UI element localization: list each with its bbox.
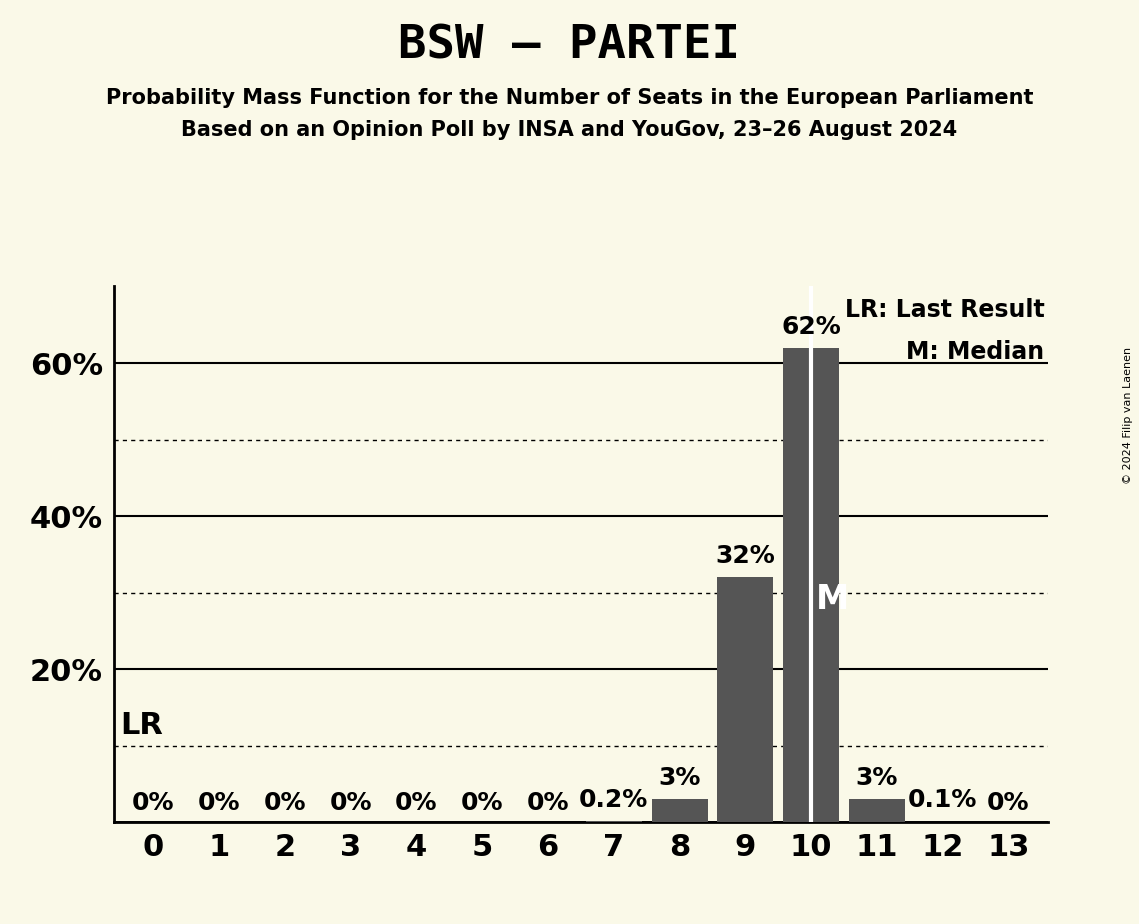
- Text: 0%: 0%: [263, 791, 306, 815]
- Text: 0%: 0%: [526, 791, 570, 815]
- Bar: [784, 347, 839, 822]
- Text: 0%: 0%: [988, 791, 1030, 815]
- Text: 3%: 3%: [658, 766, 700, 790]
- Text: 32%: 32%: [715, 544, 776, 568]
- Text: 62%: 62%: [781, 314, 841, 338]
- Text: 0%: 0%: [329, 791, 372, 815]
- Text: 3%: 3%: [855, 766, 898, 790]
- Text: M: M: [817, 583, 850, 615]
- Text: 0%: 0%: [132, 791, 174, 815]
- Bar: [585, 821, 641, 822]
- Text: Probability Mass Function for the Number of Seats in the European Parliament: Probability Mass Function for the Number…: [106, 88, 1033, 108]
- Bar: [849, 799, 904, 822]
- Text: 0%: 0%: [395, 791, 437, 815]
- Bar: [652, 799, 707, 822]
- Text: 0%: 0%: [198, 791, 240, 815]
- Text: BSW – PARTEI: BSW – PARTEI: [399, 23, 740, 68]
- Text: © 2024 Filip van Laenen: © 2024 Filip van Laenen: [1123, 347, 1133, 484]
- Text: LR: Last Result: LR: Last Result: [845, 298, 1044, 322]
- Text: 0.2%: 0.2%: [579, 787, 648, 811]
- Bar: [718, 578, 773, 822]
- Text: 0.1%: 0.1%: [908, 788, 977, 812]
- Text: 0%: 0%: [461, 791, 503, 815]
- Text: Based on an Opinion Poll by INSA and YouGov, 23–26 August 2024: Based on an Opinion Poll by INSA and You…: [181, 120, 958, 140]
- Text: M: Median: M: Median: [907, 340, 1044, 364]
- Text: LR: LR: [121, 711, 163, 740]
